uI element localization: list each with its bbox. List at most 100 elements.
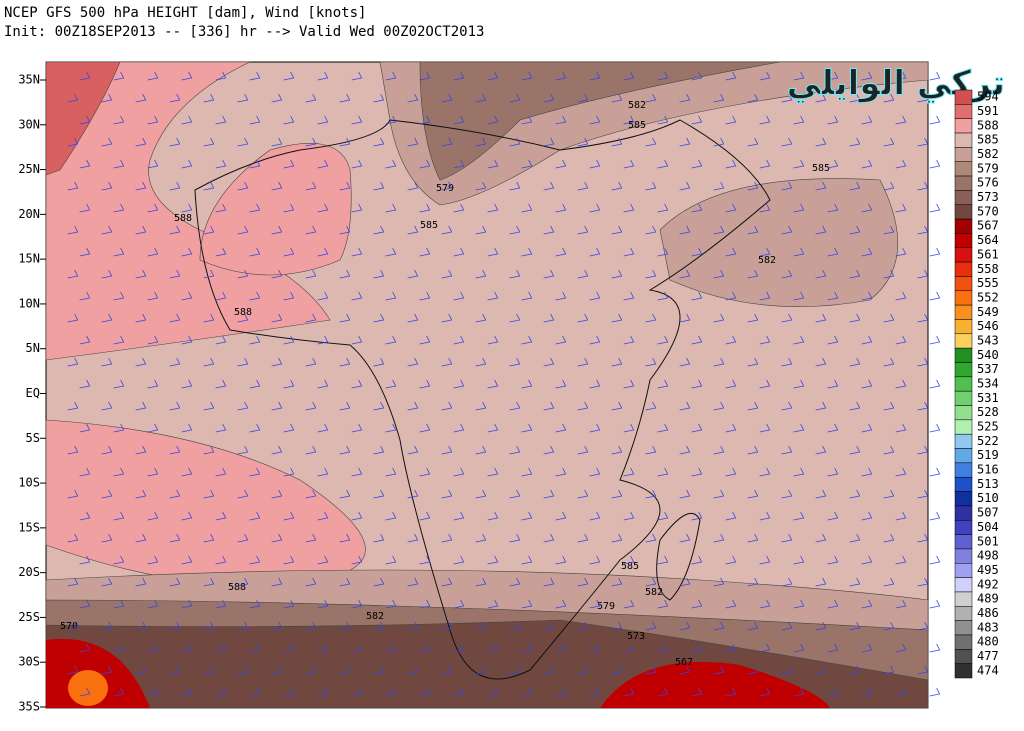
wind-barb bbox=[305, 313, 317, 323]
wind-barb bbox=[317, 687, 329, 697]
wind-barb bbox=[509, 533, 521, 543]
wind-barb bbox=[521, 643, 533, 653]
colorbar-label: 546 bbox=[977, 319, 999, 333]
wind-barb bbox=[283, 423, 295, 433]
wind-barb bbox=[781, 181, 793, 191]
contour-label: 585 bbox=[621, 561, 639, 572]
wind-barb bbox=[487, 687, 499, 697]
colorbar-label: 555 bbox=[977, 276, 999, 290]
wind-barb bbox=[713, 269, 725, 279]
colorbar-label: 477 bbox=[977, 649, 999, 663]
wind-barb bbox=[917, 665, 929, 675]
wind-barb bbox=[917, 269, 929, 279]
wind-barb bbox=[169, 137, 181, 147]
colorbar-swatch bbox=[954, 104, 973, 119]
wind-barb bbox=[645, 621, 657, 631]
wind-barb bbox=[793, 511, 805, 521]
wind-barb bbox=[929, 291, 941, 301]
wind-barb bbox=[657, 71, 669, 81]
wind-barb bbox=[135, 357, 147, 367]
colorbar-swatch bbox=[954, 290, 973, 306]
wind-barb bbox=[67, 621, 79, 631]
wind-barb bbox=[679, 401, 691, 411]
wind-barb bbox=[101, 577, 113, 587]
wind-barb bbox=[271, 225, 283, 235]
wind-barb bbox=[237, 313, 249, 323]
wind-barb bbox=[781, 489, 793, 499]
lat-label: 25N bbox=[18, 162, 40, 176]
wind-barb bbox=[147, 159, 159, 169]
wind-barb bbox=[917, 357, 929, 367]
wind-barb bbox=[815, 445, 827, 455]
lat-label: 20S bbox=[18, 565, 40, 579]
wind-barb bbox=[917, 533, 929, 543]
wind-barb bbox=[543, 445, 555, 455]
wind-barb bbox=[339, 225, 351, 235]
wind-barb bbox=[577, 621, 589, 631]
wind-barb bbox=[747, 181, 759, 191]
lat-label: 25S bbox=[18, 610, 40, 624]
wind-barb bbox=[713, 533, 725, 543]
wind-barb bbox=[747, 489, 759, 499]
wind-barb bbox=[895, 71, 907, 81]
wind-barb bbox=[781, 313, 793, 323]
wind-barb bbox=[407, 137, 419, 147]
wind-barb bbox=[589, 511, 601, 521]
wind-barb bbox=[283, 599, 295, 609]
wind-barb bbox=[759, 379, 771, 389]
wind-barb bbox=[509, 313, 521, 323]
wind-barb bbox=[929, 423, 941, 433]
wind-barb bbox=[657, 379, 669, 389]
wind-barb bbox=[555, 291, 567, 301]
wind-barb bbox=[747, 269, 759, 279]
wind-barb bbox=[215, 115, 227, 125]
wind-barb bbox=[181, 511, 193, 521]
wind-barb bbox=[351, 203, 363, 213]
wind-barb bbox=[849, 357, 861, 367]
wind-barb bbox=[883, 533, 895, 543]
wind-barb bbox=[849, 181, 861, 191]
contour-label: 582 bbox=[645, 587, 663, 598]
contour-label: 585 bbox=[420, 220, 438, 231]
colorbar-label: 543 bbox=[977, 333, 999, 347]
wind-barb bbox=[147, 203, 159, 213]
wind-barb bbox=[849, 225, 861, 235]
wind-barb bbox=[271, 181, 283, 191]
wind-barb bbox=[555, 203, 567, 213]
colorbar-swatch bbox=[954, 362, 973, 378]
wind-barb bbox=[135, 269, 147, 279]
wind-barb bbox=[147, 555, 159, 565]
contour-label: 582 bbox=[758, 255, 776, 266]
wind-barb bbox=[305, 533, 317, 543]
wind-barb bbox=[339, 313, 351, 323]
wind-barb bbox=[815, 93, 827, 103]
wind-barb bbox=[113, 291, 125, 301]
wind-barb bbox=[725, 203, 737, 213]
wind-barb bbox=[509, 401, 521, 411]
wind-barb bbox=[861, 291, 873, 301]
wind-barb bbox=[487, 159, 499, 169]
colorbar-swatch bbox=[954, 519, 973, 535]
wind-barb bbox=[385, 467, 397, 477]
wind-barb bbox=[79, 203, 91, 213]
wind-barb bbox=[861, 379, 873, 389]
wind-barb bbox=[215, 379, 227, 389]
colorbar-swatch bbox=[954, 577, 973, 593]
wind-barb bbox=[883, 445, 895, 455]
wind-barb bbox=[759, 247, 771, 257]
wind-barb bbox=[407, 181, 419, 191]
wind-barb bbox=[555, 599, 567, 609]
wind-barb bbox=[917, 489, 929, 499]
wind-barb bbox=[543, 357, 555, 367]
wind-barb bbox=[453, 467, 465, 477]
wind-barb bbox=[759, 71, 771, 81]
wind-barb bbox=[589, 643, 601, 653]
wind-barb bbox=[679, 181, 691, 191]
low-region bbox=[419, 61, 781, 181]
wind-barb bbox=[611, 225, 623, 235]
wind-barb bbox=[577, 401, 589, 411]
wind-barb bbox=[917, 137, 929, 147]
wind-barb bbox=[929, 71, 941, 81]
wind-barb bbox=[271, 93, 283, 103]
wind-barb bbox=[861, 687, 873, 697]
